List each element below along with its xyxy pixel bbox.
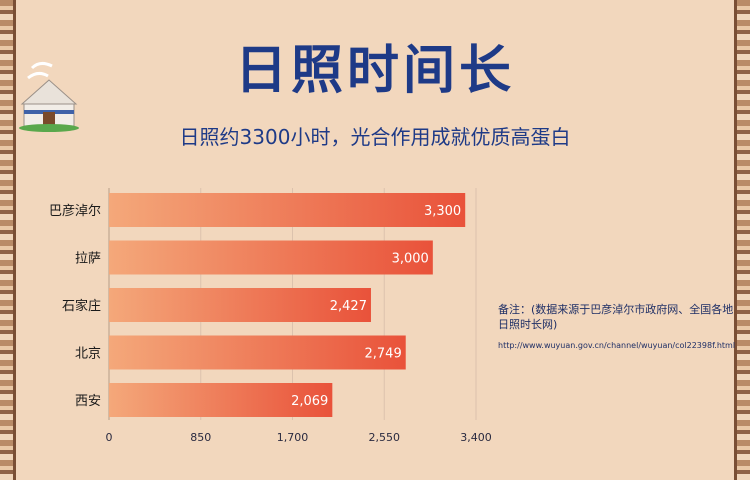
x-tick-label: 850	[190, 431, 211, 444]
x-tick-label: 3,400	[460, 431, 492, 444]
category-label: 西安	[75, 394, 101, 409]
source-url[interactable]: http://www.wuyuan.gov.cn/channel/wuyuan/…	[498, 341, 743, 350]
bar-value-label: 3,000	[392, 252, 429, 267]
bar	[109, 336, 406, 370]
x-tick-label: 2,550	[369, 431, 401, 444]
bar	[109, 241, 433, 275]
bar	[109, 193, 465, 227]
bar-value-label: 2,069	[291, 394, 328, 409]
category-label: 石家庄	[62, 298, 101, 314]
bar-value-label: 2,427	[330, 299, 367, 314]
x-tick-label: 1,700	[277, 431, 309, 444]
category-label: 拉萨	[75, 252, 101, 267]
category-label: 北京	[75, 347, 101, 362]
data-source-note: 备注：(数据来源于巴彦淖尔市政府网、全国各地日照时长网)	[498, 302, 738, 332]
bar-value-label: 3,300	[424, 204, 461, 219]
bar-value-label: 2,749	[365, 347, 402, 362]
category-label: 巴彦淖尔	[49, 203, 101, 219]
x-tick-label: 0	[106, 431, 113, 444]
